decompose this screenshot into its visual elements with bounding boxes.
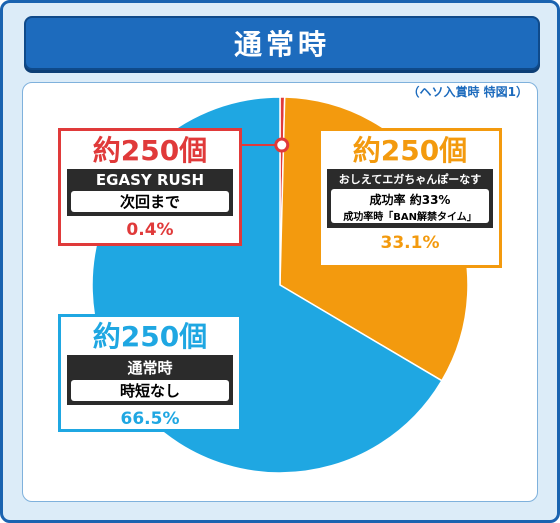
slice-desc-line1: おしえてエガちゃんぽーなす: [338, 173, 482, 186]
slice-rounds: 約250個: [352, 134, 468, 167]
slice-desc-line2: 次回まで: [71, 191, 229, 212]
slice-label-bonus: 約250個 おしえてエガちゃんぽーなす 成功率 約33% 成功率時「BAN解禁タ…: [318, 128, 502, 268]
slice-desc: おしえてエガちゃんぽーなす 成功率 約33% 成功率時「BAN解禁タイム」: [327, 169, 493, 228]
slice-desc-line2: 成功率 約33% 成功率時「BAN解禁タイム」: [331, 189, 489, 223]
page-title: 通常時: [24, 16, 540, 70]
slice-desc: 通常時 時短なし: [67, 355, 233, 405]
slice-label-normal: 約250個 通常時 時短なし 66.5%: [58, 314, 242, 432]
slice-desc-line1: 通常時: [127, 359, 173, 377]
slice-percent: 33.1%: [380, 233, 440, 253]
chart-note: （ヘソ入賞時 特図1）: [407, 85, 528, 99]
slice-desc-line1: EGASY RUSH: [95, 171, 205, 189]
slice-percent: 66.5%: [120, 409, 180, 429]
leader-dot: [274, 137, 290, 153]
slice-label-rush: 約250個 EGASY RUSH 次回まで 0.4%: [58, 128, 242, 246]
slice-percent: 0.4%: [126, 220, 174, 240]
slice-rounds: 約250個: [92, 320, 208, 353]
slice-success-rate: 成功率 約33%: [369, 193, 451, 207]
slice-desc-line2: 時短なし: [71, 380, 229, 401]
slice-desc: EGASY RUSH 次回まで: [67, 169, 233, 216]
slice-rounds: 約250個: [92, 134, 208, 167]
slice-success-note: 成功率時「BAN解禁タイム」: [343, 212, 477, 223]
